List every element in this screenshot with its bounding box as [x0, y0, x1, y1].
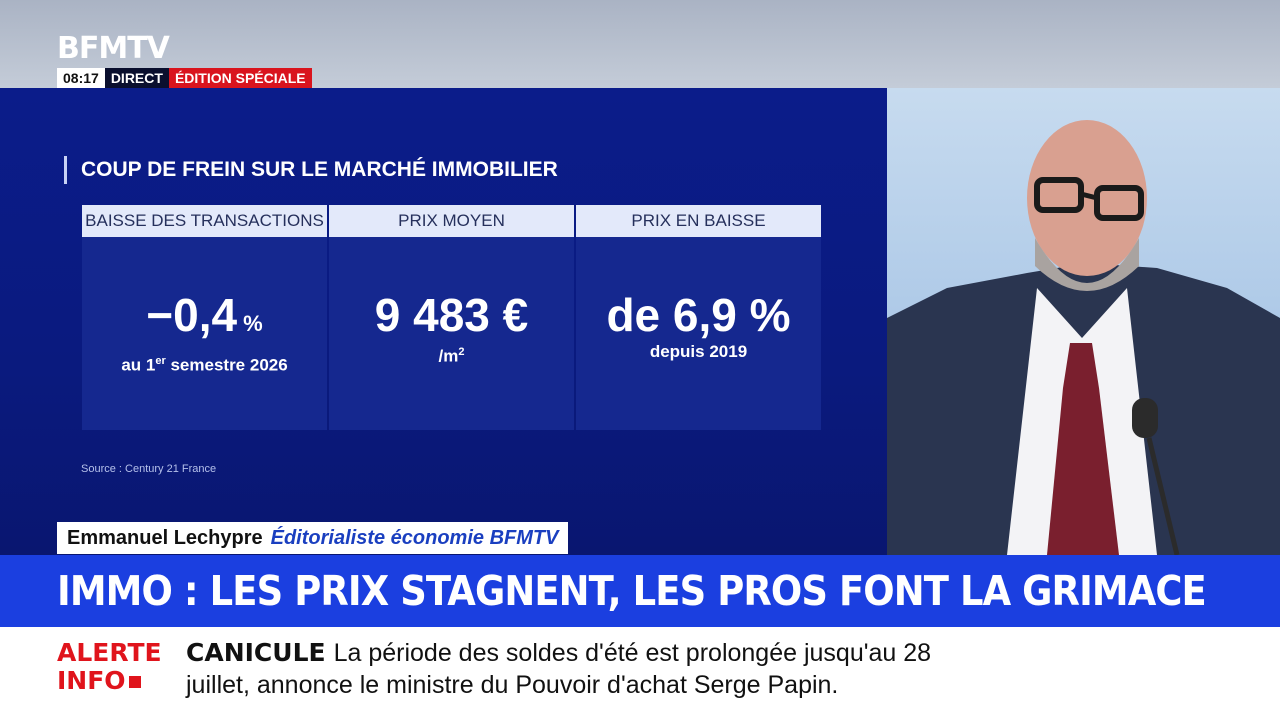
card-price-drop: PRIX EN BAISSE de 6,9 % depuis 2019: [576, 205, 821, 430]
lower-third: Emmanuel Lechypre Éditorialiste économie…: [57, 522, 569, 554]
source-note: Source : Century 21 France: [81, 463, 217, 475]
speaker-name: Emmanuel Lechypre: [67, 526, 263, 549]
card-header: PRIX MOYEN: [329, 205, 574, 237]
headline: IMMO : LES PRIX STAGNENT, LES PROS FONT …: [57, 567, 1207, 615]
presenter-illustration: [887, 120, 1280, 555]
card-average-price: PRIX MOYEN 9 483 € /m2: [329, 205, 574, 430]
ticker-message: CANICULE La période des soldes d'été est …: [186, 637, 986, 701]
presenter-video: [887, 88, 1280, 555]
headline-bar: IMMO : LES PRIX STAGNENT, LES PROS FONT …: [0, 555, 1280, 627]
alert-square-icon: [128, 676, 141, 688]
card-value: −0,4 %: [146, 289, 263, 341]
card-transactions: BAISSE DES TRANSACTIONS −0,4 % au 1er se…: [82, 205, 327, 430]
card-subtitle: depuis 2019: [649, 342, 748, 361]
broadcast-status-bar: 08:17 DIRECT ÉDITION SPÉCIALE: [57, 68, 312, 88]
clock: 08:17: [57, 68, 105, 88]
infographic-title: COUP DE FREIN SUR LE MARCHÉ IMMOBILIER: [64, 156, 558, 184]
ticker-body: La période des soldes d'été est prolongé…: [186, 639, 932, 699]
card-subtitle: /m2: [438, 346, 465, 366]
infographic-panel: COUP DE FREIN SUR LE MARCHÉ IMMOBILIER B…: [0, 88, 887, 555]
card-value: 9 483 €: [374, 289, 529, 341]
card-value: de 6,9 %: [606, 289, 791, 341]
live-label: DIRECT: [104, 68, 169, 88]
card-header: BAISSE DES TRANSACTIONS: [82, 205, 327, 237]
card-subtitle: au 1er semestre 2026: [121, 355, 288, 375]
edition-label: ÉDITION SPÉCIALE: [168, 68, 312, 88]
channel-logo: BFMTV: [57, 31, 170, 66]
card-header: PRIX EN BAISSE: [576, 205, 821, 237]
news-ticker: ALERTE INFO CANICULE La période des solde…: [0, 627, 1280, 720]
alert-label: ALERTE INFO: [57, 638, 162, 695]
speaker-role: Éditorialiste économie BFMTV: [270, 526, 559, 549]
ticker-keyword: CANICULE: [186, 638, 326, 667]
